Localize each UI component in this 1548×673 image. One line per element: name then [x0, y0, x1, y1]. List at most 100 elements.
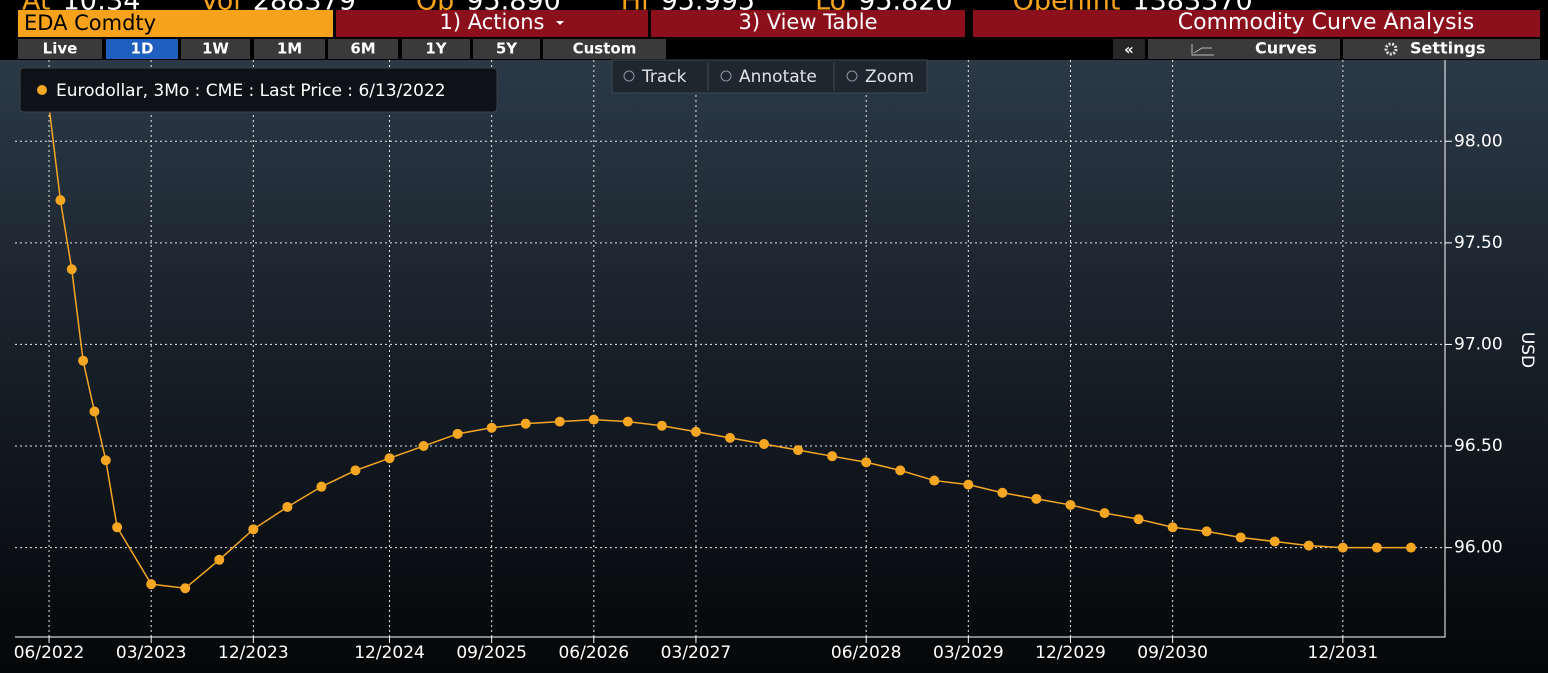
function-title: Commodity Curve Analysis — [1178, 10, 1474, 35]
range-button[interactable] — [18, 39, 102, 59]
curve-point — [963, 479, 974, 490]
curves-button[interactable] — [1148, 39, 1340, 59]
x-tick-label: 03/2027 — [661, 643, 732, 663]
range-button[interactable] — [328, 39, 398, 59]
range-button[interactable] — [543, 39, 666, 59]
tool-icon — [720, 70, 732, 82]
tool-label[interactable]: Track — [641, 67, 687, 87]
curve-point — [350, 465, 361, 476]
x-tick-label: 03/2023 — [116, 643, 187, 663]
range-label: 1W — [202, 40, 229, 58]
range-button[interactable] — [402, 39, 470, 59]
curve-point — [89, 406, 100, 417]
range-label: Custom — [573, 40, 637, 58]
curve-point — [1235, 532, 1246, 543]
curve-point — [725, 432, 735, 443]
curve-point — [112, 522, 123, 533]
curve-point — [486, 422, 497, 433]
legend-marker — [37, 85, 47, 95]
range-button[interactable] — [106, 39, 178, 59]
curve-point — [180, 583, 191, 594]
curve-point — [520, 418, 531, 429]
settings-icon — [1384, 42, 1398, 56]
curve-point — [1269, 536, 1280, 547]
range-button[interactable] — [254, 39, 325, 59]
curve-point — [55, 195, 66, 206]
curve-point — [793, 445, 804, 456]
curve-point — [1065, 499, 1076, 510]
curve-point — [554, 416, 565, 427]
curve-point — [827, 451, 838, 462]
range-label: 1Y — [425, 40, 447, 58]
curve-point — [1337, 542, 1348, 553]
range-label: Live — [43, 40, 78, 58]
x-tick-label: 12/2031 — [1308, 643, 1379, 663]
curve-point — [1167, 522, 1178, 533]
x-tick-label: 12/2024 — [354, 643, 425, 663]
curve-point — [78, 355, 89, 366]
x-tick-label: 06/2028 — [831, 643, 902, 663]
y-tick-label: 96.00 — [1454, 538, 1503, 558]
x-tick-label: 12/2029 — [1035, 643, 1106, 663]
curve-point — [895, 465, 906, 476]
curves-label: Curves — [1255, 39, 1317, 58]
range-button[interactable] — [473, 39, 540, 59]
curve-point — [929, 475, 940, 486]
range-label: 1M — [277, 40, 302, 58]
settings-button[interactable] — [1343, 39, 1540, 59]
curve-point — [384, 453, 395, 464]
legend-label: Eurodollar, 3Mo : CME : Last Price : 6/1… — [56, 81, 446, 101]
chart-tools-buttons: Track Annotate Zoom — [623, 62, 914, 91]
curve-point — [1031, 493, 1042, 504]
curve-point — [759, 438, 770, 449]
range-toolbar: Live 1D 1W 1M 6M 1Y 5Y Custom — [18, 39, 666, 59]
x-tick-label: 12/2023 — [218, 643, 289, 663]
curve-point — [1201, 526, 1212, 537]
curves-icon — [1191, 44, 1214, 56]
tool-icon — [846, 70, 858, 82]
tool-label[interactable]: Zoom — [865, 67, 914, 87]
curve-point — [452, 428, 463, 439]
y-tick-label: 97.00 — [1454, 334, 1503, 354]
curve-point — [690, 426, 701, 437]
plot-frame — [15, 60, 1446, 638]
y-tick-label: 97.50 — [1454, 233, 1503, 253]
x-tick-label: 09/2025 — [456, 643, 527, 663]
ticker-box[interactable] — [18, 10, 333, 37]
curve-point — [861, 457, 872, 468]
curve-point — [1133, 514, 1144, 525]
y-tick-label: 98.00 — [1454, 131, 1503, 151]
x-tick-label: 06/2026 — [558, 643, 629, 663]
curve-point — [282, 501, 293, 512]
curve-point — [1405, 542, 1416, 553]
curve-point — [146, 579, 157, 590]
curve-point — [66, 264, 77, 275]
y-axis-label: USD — [1517, 332, 1537, 368]
collapse-label: « — [1124, 41, 1134, 59]
function-title-box — [973, 10, 1540, 37]
plot-area: 96.00 96.50 97.00 97.50 98.00 06/2022 03/2023 1… — [14, 60, 1503, 663]
range-button[interactable] — [181, 39, 250, 59]
x-tick-label: 06/2022 — [14, 643, 85, 663]
range-label: 5Y — [496, 40, 518, 58]
settings-label: Settings — [1410, 39, 1486, 58]
actions-label: 1) Actions — [440, 10, 545, 34]
actions-button[interactable] — [336, 10, 648, 37]
collapse-button[interactable] — [1113, 39, 1145, 59]
dropdown-arrow — [556, 21, 564, 25]
legend-box — [19, 67, 498, 113]
tool-label[interactable]: Annotate — [739, 67, 817, 87]
curve-point — [1303, 540, 1314, 551]
curve-point — [1371, 542, 1382, 553]
view-table-label: 3) View Table — [738, 10, 877, 34]
curve-point — [100, 455, 111, 466]
range-label: 1D — [131, 40, 154, 58]
x-tick-label: 03/2029 — [933, 643, 1004, 663]
curve-point — [622, 416, 633, 427]
chart-background — [0, 60, 1548, 673]
curve-point — [418, 441, 429, 452]
view-table-button[interactable] — [651, 10, 965, 37]
range-label: 6M — [350, 40, 375, 58]
